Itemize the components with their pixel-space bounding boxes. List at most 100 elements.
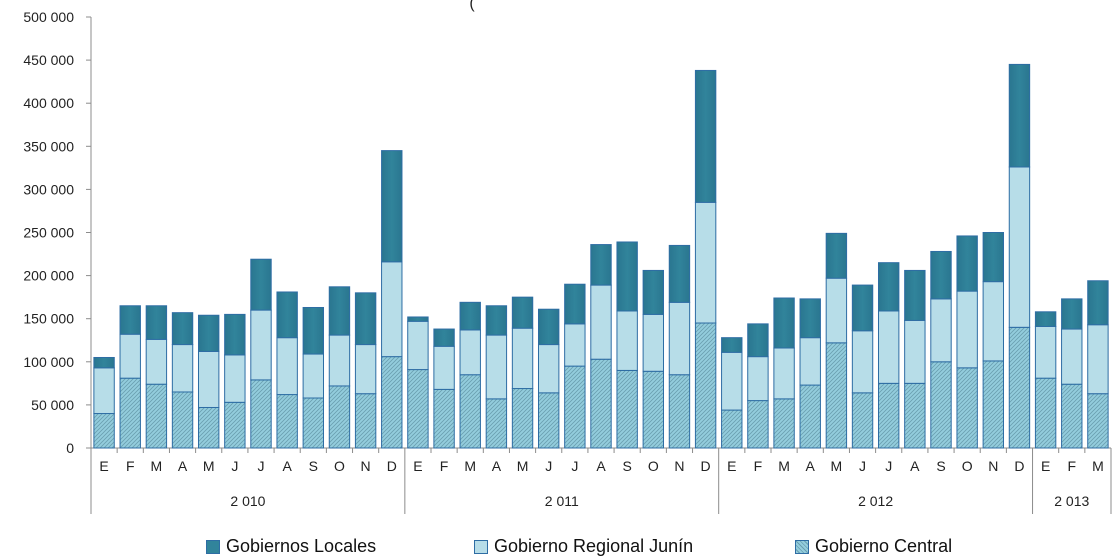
bar-central <box>511 388 534 449</box>
bar-central <box>302 397 325 449</box>
bar-regional <box>537 344 560 394</box>
bar-locales <box>930 250 952 300</box>
y-tick-label: 50 000 <box>31 397 74 413</box>
bar-central <box>381 356 403 449</box>
bar-central <box>1034 377 1057 449</box>
bar-locales <box>616 241 638 312</box>
chart-title: ( <box>469 0 475 12</box>
x-tick-label: J <box>545 458 552 474</box>
bar-central <box>616 369 638 449</box>
bar-locales <box>407 316 429 322</box>
legend: Gobiernos Locales Gobierno Regional Juní… <box>0 532 1120 559</box>
bar-regional <box>93 367 115 415</box>
x-tick-label: E <box>99 458 108 474</box>
bar-regional <box>982 281 1005 362</box>
bar-central <box>407 369 429 449</box>
x-tick-label: A <box>596 458 606 474</box>
bar-regional <box>747 356 769 402</box>
bar-regional <box>485 334 508 400</box>
bar-locales <box>1087 280 1109 326</box>
x-tick-label: F <box>754 458 763 474</box>
bar-locales <box>537 308 560 346</box>
x-tick-label: S <box>936 458 945 474</box>
bar-locales <box>119 305 141 335</box>
bar-locales <box>721 337 743 353</box>
bar-regional <box>642 313 665 372</box>
x-axis-labels: E F M A M J J A S O N D E F M A M J J A S O N D E F M A M J J A S O N D E F M2… <box>90 448 1112 514</box>
y-tick-label: 400 000 <box>23 95 74 111</box>
x-tick-label: A <box>178 458 188 474</box>
bar-regional <box>694 201 717 324</box>
bar-locales <box>197 314 220 352</box>
y-tick-label: 350 000 <box>23 138 74 154</box>
bar-locales <box>224 313 246 356</box>
bar-regional <box>433 345 455 390</box>
bar-central <box>773 398 795 449</box>
x-tick-label: A <box>910 458 920 474</box>
bar-locales <box>171 312 194 346</box>
x-tick-label: N <box>674 458 684 474</box>
bar-locales <box>485 305 508 336</box>
bar-central <box>119 377 141 449</box>
bar-central <box>590 358 612 449</box>
y-tick-label: 450 000 <box>23 52 74 68</box>
x-tick-label: E <box>413 458 422 474</box>
x-group-label: 2 011 <box>545 493 579 509</box>
bar-central <box>956 367 978 449</box>
bar-locales <box>982 232 1005 283</box>
bar-regional <box>302 353 325 399</box>
bar-locales <box>381 150 403 263</box>
bars-layer <box>93 63 1109 449</box>
x-tick-label: O <box>334 458 345 474</box>
bar-central <box>276 394 298 449</box>
bar-regional <box>1087 324 1109 395</box>
bar-regional <box>1034 325 1057 379</box>
bar-regional <box>145 338 168 385</box>
bar-central <box>354 393 377 449</box>
bar-locales <box>956 235 978 292</box>
bar-regional <box>904 319 926 384</box>
y-tick-label: 200 000 <box>23 268 74 284</box>
bar-central <box>851 392 874 449</box>
x-tick-label: A <box>806 458 816 474</box>
bar-regional <box>171 344 194 393</box>
bar-regional <box>851 330 874 394</box>
bar-regional <box>276 337 298 396</box>
bar-locales <box>276 291 298 339</box>
x-tick-label: E <box>727 458 736 474</box>
bar-regional <box>1008 166 1031 328</box>
bar-locales <box>250 258 272 311</box>
x-tick-label: M <box>831 458 843 474</box>
legend-item-regional: Gobierno Regional Junín <box>474 536 693 557</box>
bar-regional <box>616 310 638 371</box>
x-tick-label: M <box>517 458 529 474</box>
x-tick-label: M <box>464 458 476 474</box>
y-tick-label: 250 000 <box>23 225 74 241</box>
bar-central <box>1061 383 1083 449</box>
x-tick-label: J <box>859 458 866 474</box>
bar-central <box>1008 326 1031 449</box>
bar-locales <box>747 323 769 358</box>
y-tick-label: 0 <box>66 440 74 456</box>
bar-central <box>564 365 586 449</box>
bar-regional <box>328 334 351 387</box>
x-tick-label: F <box>1067 458 1076 474</box>
bar-locales <box>904 269 926 321</box>
x-tick-label: S <box>622 458 631 474</box>
bar-central <box>825 342 848 449</box>
bar-central <box>459 374 481 449</box>
y-tick-label: 150 000 <box>23 311 74 327</box>
bar-locales <box>773 297 795 349</box>
bar-central <box>747 400 769 449</box>
bar-regional <box>825 277 848 344</box>
bar-central <box>537 392 560 449</box>
x-tick-label: N <box>988 458 998 474</box>
legend-swatch-regional <box>474 539 488 554</box>
bar-regional <box>590 284 612 360</box>
bar-regional <box>956 290 978 369</box>
x-tick-label: S <box>309 458 318 474</box>
bar-regional <box>799 337 821 386</box>
axes: 0 50 000 100 000 150 000 200 000 250 000 300 0… <box>23 9 1111 456</box>
bar-locales <box>564 283 586 325</box>
bar-central <box>328 385 351 449</box>
